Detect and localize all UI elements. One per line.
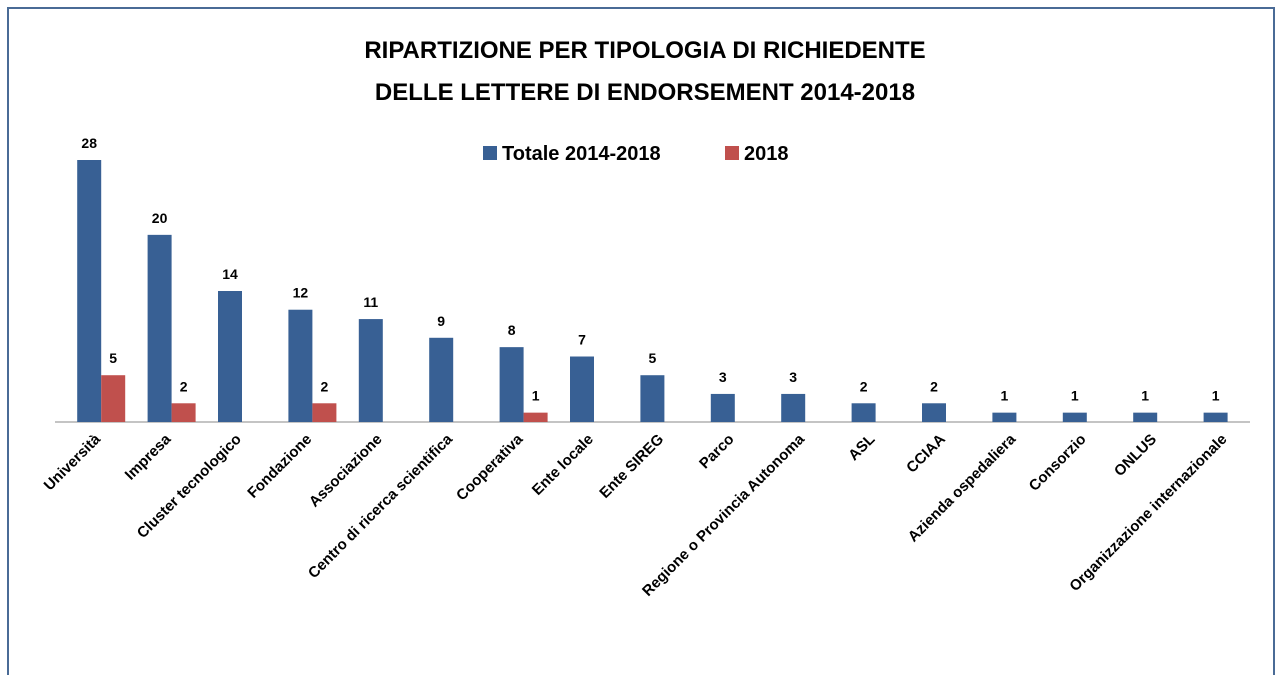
chart-title: DELLE LETTERE DI ENDORSEMENT 2014-2018 <box>375 79 915 106</box>
bar <box>1062 412 1087 422</box>
bar <box>171 403 196 422</box>
data-label: 9 <box>437 313 445 329</box>
bar <box>147 234 172 422</box>
bar <box>570 356 594 422</box>
data-label: 12 <box>293 285 309 301</box>
data-label: 7 <box>578 332 586 348</box>
legend-label: Totale 2014-2018 <box>502 143 661 165</box>
data-label: 3 <box>789 369 797 385</box>
bar <box>288 309 313 422</box>
bar <box>101 375 126 422</box>
bar <box>1203 412 1228 422</box>
bar <box>429 337 454 422</box>
data-label: 2 <box>860 378 868 394</box>
bar <box>218 291 242 422</box>
data-label: 2 <box>930 378 938 394</box>
legend-swatch <box>725 146 739 160</box>
data-label: 5 <box>109 350 117 366</box>
data-label: 2 <box>321 378 329 394</box>
data-label: 2 <box>180 378 188 394</box>
data-label: 8 <box>508 322 516 338</box>
legend-swatch <box>483 146 497 160</box>
bar <box>640 375 665 422</box>
bar <box>499 347 524 422</box>
data-label: 1 <box>1141 388 1149 404</box>
data-label: 1 <box>1001 388 1009 404</box>
data-label: 1 <box>1071 388 1079 404</box>
data-label: 14 <box>222 266 238 282</box>
bar <box>77 160 102 422</box>
bar <box>1133 412 1158 422</box>
data-label: 20 <box>152 210 168 226</box>
data-label: 3 <box>719 369 727 385</box>
data-label: 5 <box>649 350 657 366</box>
bar <box>781 393 806 422</box>
bar <box>710 393 735 422</box>
bar <box>312 403 337 422</box>
bar <box>992 412 1017 422</box>
data-label: 1 <box>1212 388 1220 404</box>
bar <box>922 403 946 422</box>
bar <box>523 412 548 422</box>
data-label: 28 <box>81 135 97 151</box>
chart-title: RIPARTIZIONE PER TIPOLOGIA DI RICHIEDENT… <box>364 37 925 64</box>
legend-label: 2018 <box>744 143 789 165</box>
data-label: 11 <box>363 294 378 310</box>
bar <box>851 403 876 422</box>
data-label: 1 <box>532 388 540 404</box>
bar <box>358 319 383 422</box>
